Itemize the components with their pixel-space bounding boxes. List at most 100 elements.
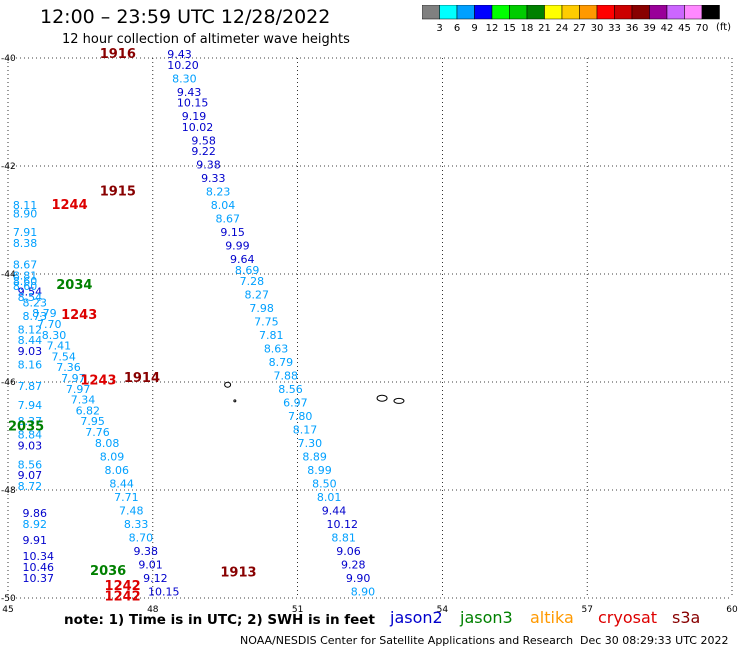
swh-value-label: 7.95	[80, 415, 105, 428]
swh-value-label: 8.04	[211, 199, 236, 212]
swh-value-label: 8.69	[235, 264, 260, 277]
swh-value-label: 9.22	[191, 145, 216, 158]
legend-s3a: s3a	[672, 608, 701, 627]
colorbar-label: 45	[678, 23, 691, 34]
swh-value-label: 8.27	[245, 288, 269, 301]
swh-value-label: 8.30	[172, 72, 197, 85]
swh-value-label: 8.63	[264, 342, 289, 355]
swh-value-label: 7.94	[18, 399, 43, 412]
colorbar-label: 15	[503, 23, 516, 34]
swh-value-label: 8.99	[307, 464, 332, 477]
swh-value-label: 10.46	[22, 561, 54, 574]
swh-value-label: 9.90	[346, 572, 371, 585]
swh-value-label: 9.03	[18, 345, 43, 358]
swh-value-label: 9.01	[138, 558, 163, 571]
swh-value-label: 7.75	[254, 315, 279, 328]
swh-value-label: 8.90	[351, 585, 376, 598]
swh-value-label: 7.76	[85, 426, 110, 439]
x-tick-label: 45	[2, 605, 13, 615]
swh-value-label: 8.09	[100, 450, 125, 463]
swh-value-label: 7.98	[249, 302, 273, 315]
swh-value-label: 8.60	[13, 280, 38, 293]
y-tick-label: -48	[1, 486, 16, 496]
track-time-label: 1242	[105, 590, 141, 605]
colorbar: 3 6 9 12 15 18 21 24 27 30 33 36 39 42 45 70	[422, 5, 720, 34]
swh-value-label: 8.90	[13, 207, 38, 220]
swh-value-label: 7.91	[13, 226, 38, 239]
swh-value-label: 9.12	[143, 572, 168, 585]
colorbar-label: 39	[643, 23, 656, 34]
swh-value-label: 10.15	[177, 97, 209, 110]
x-tick-label: 54	[437, 605, 449, 615]
x-tick-label: 57	[581, 605, 592, 615]
swh-value-label: 8.56	[278, 383, 303, 396]
swh-value-label: 7.97	[66, 383, 91, 396]
swh-value-label: 9.06	[336, 545, 361, 558]
swh-value-label: 9.28	[341, 558, 366, 571]
swh-value-label: 8.92	[22, 518, 47, 531]
island-outline	[224, 381, 232, 388]
swh-value-label: 8.60	[13, 275, 38, 288]
track-time-label: 1913	[220, 565, 256, 580]
page-subtitle: 12 hour collection of altimeter wave hei…	[62, 32, 350, 47]
swh-value-label: 8.06	[105, 464, 129, 477]
colorbar-label: 70	[696, 23, 709, 34]
x-tick-label: 60	[726, 605, 738, 615]
swh-value-label: 10.02	[182, 121, 214, 134]
swh-value-label: 9.19	[182, 110, 207, 123]
swh-value-label: 7.71	[114, 491, 139, 504]
track-time-label: 1243	[80, 374, 116, 389]
swh-value-label: 8.17	[293, 423, 318, 436]
swh-value-label: 7.30	[298, 437, 323, 450]
swh-value-label: 8.67	[13, 259, 38, 272]
swh-value-label: 9.54	[18, 286, 43, 299]
y-tick-label: -50	[1, 594, 16, 604]
swh-value-label: 8.12	[18, 323, 43, 336]
x-tick-label: 51	[292, 605, 303, 615]
swh-value-label: 6.82	[76, 404, 101, 417]
swh-value-label: 9.03	[18, 440, 43, 453]
colorbar-label: 18	[521, 23, 534, 34]
swh-value-label: 8.16	[18, 359, 43, 372]
y-tick-label: -46	[1, 378, 16, 388]
colorbar-label: 42	[661, 23, 674, 34]
generated-timestamp: Dec 30 08:29:33 UTC 2022	[580, 634, 729, 647]
credit-text: NOAA/NESDIS Center for Satellite Applica…	[240, 634, 574, 647]
track-time-label: 1242	[105, 579, 141, 594]
colorbar-label: 3	[436, 23, 442, 34]
colorbar-label: 24	[556, 23, 569, 34]
legend-jason3: jason3	[460, 608, 513, 627]
swh-value-label: 9.43	[177, 86, 202, 99]
swh-value-label: 7.28	[240, 275, 265, 288]
swh-value-label: 7.34	[71, 394, 96, 407]
swh-value-label: 8.33	[124, 518, 149, 531]
swh-value-label: 8.73	[22, 310, 47, 323]
y-tick-label: -42	[1, 162, 16, 172]
swh-value-label: 10.12	[327, 518, 359, 531]
colorbar-label: 12	[486, 23, 499, 34]
track-time-label: 2036	[90, 564, 126, 579]
swh-value-label: 9.91	[22, 534, 47, 547]
colorbar-label: 21	[538, 23, 551, 34]
swh-value-label: 8.30	[42, 329, 67, 342]
swh-value-label: 9.07	[18, 469, 43, 482]
swh-value-label: 9.15	[220, 226, 245, 239]
colorbar-label: 30	[591, 23, 604, 34]
swh-value-label: 7.88	[273, 369, 298, 382]
swh-value-label: 8.89	[302, 450, 327, 463]
track-time-label: 2034	[56, 278, 92, 293]
swh-value-label: 7.41	[47, 340, 72, 353]
swh-value-label: 8.56	[18, 458, 43, 471]
swh-value-label: 8.72	[18, 480, 43, 493]
swh-value-label: 8.44	[18, 334, 43, 347]
swh-value-label: 7.48	[119, 504, 144, 517]
swh-value-label: 8.38	[13, 237, 38, 250]
swh-value-label: 9.38	[196, 159, 221, 172]
track-time-label: 2035	[8, 420, 44, 435]
swh-value-label: 9.86	[22, 507, 47, 520]
track-time-label: 1914	[124, 371, 160, 386]
swh-value-label: 8.79	[32, 307, 57, 320]
swh-value-label: 8.54	[18, 291, 43, 304]
swh-value-label: 7.70	[37, 318, 62, 331]
